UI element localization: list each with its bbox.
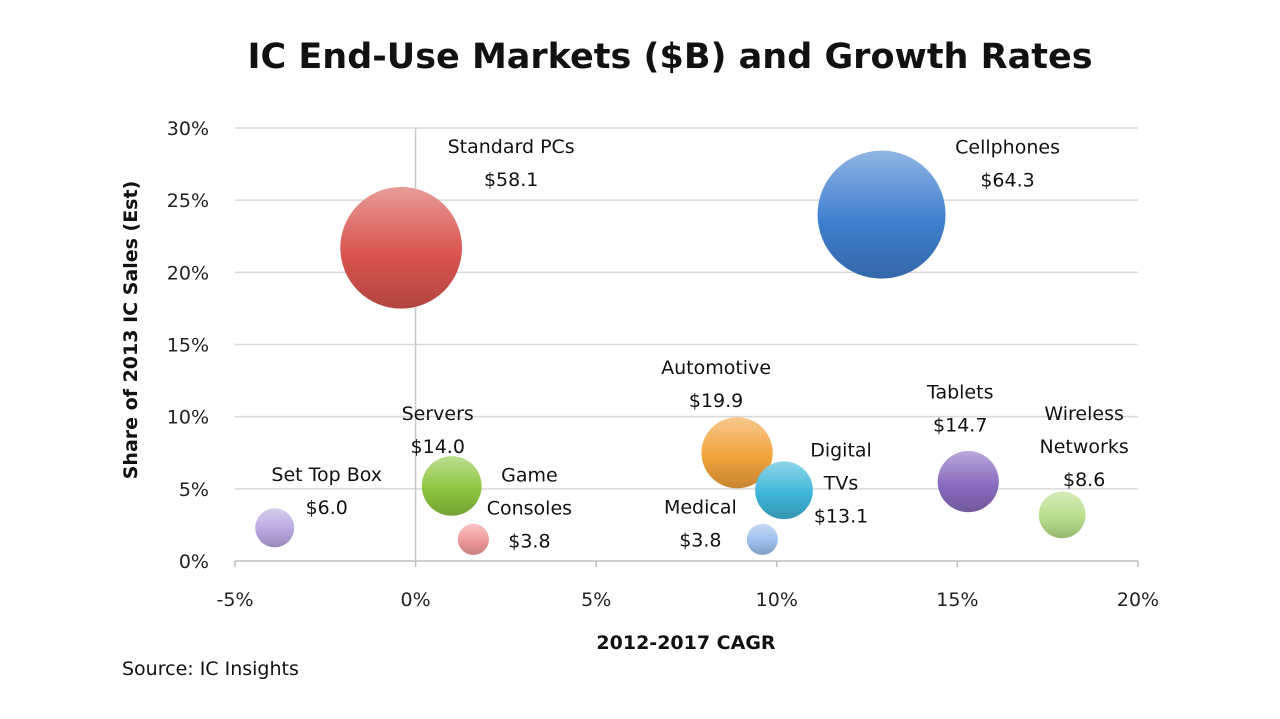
y-tick-label: 30%	[167, 118, 209, 140]
y-tick-label: 10%	[167, 407, 209, 429]
bubble-cellphones	[817, 150, 946, 279]
bubble-servers	[421, 456, 482, 516]
bubble-label: Networks	[1040, 436, 1129, 458]
x-tick-label: 5%	[581, 589, 611, 611]
bubble-wireless-networks	[1038, 491, 1086, 539]
bubble-label: TVs	[823, 472, 859, 494]
bubble-automotive	[701, 417, 773, 489]
y-tick-label: 20%	[167, 262, 209, 284]
bubbles	[255, 150, 1086, 555]
bubble-label: $13.1	[814, 505, 868, 527]
bubble-label: $6.0	[306, 497, 348, 519]
chart-title: IC End-Use Markets ($B) and Growth Rates	[247, 37, 1092, 77]
bubble-set-top-box	[255, 508, 295, 548]
bubble-medical	[746, 523, 778, 555]
bubble-label: $14.7	[933, 415, 987, 437]
x-axis-title: 2012-2017 CAGR	[596, 632, 776, 654]
x-tick-label: -5%	[217, 589, 254, 611]
bubble-label: Digital	[810, 439, 872, 461]
x-tick-label: 15%	[936, 589, 978, 611]
bubble-game-consoles	[457, 523, 489, 555]
y-tick-label: 25%	[167, 190, 209, 212]
x-tick-label: 0%	[401, 589, 431, 611]
bubble-labels: Standard PCs $58.1 Cellphones $64.3 Automoti…	[271, 136, 1128, 553]
x-tick-label: 20%	[1117, 589, 1159, 611]
y-tick-labels: 0% 5% 10% 15% 20% 25% 30%	[167, 118, 209, 573]
bubble-label: Set Top Box	[271, 464, 382, 486]
bubble-standard-pcs	[340, 186, 462, 309]
bubble-label: $8.6	[1063, 469, 1105, 491]
bubble-label: Cellphones	[955, 137, 1060, 159]
x-tick-labels: -5% 0% 5% 10% 15% 20%	[217, 589, 1160, 611]
y-tick-label: 5%	[179, 479, 209, 501]
bubble-label: Consoles	[487, 497, 572, 519]
bubble-label: $3.8	[508, 530, 550, 552]
y-axis-title: Share of 2013 IC Sales (Est)	[120, 181, 142, 480]
bubble-digital-tvs	[755, 461, 813, 520]
bubble-label: $3.8	[679, 529, 721, 551]
bubble-label: Tablets	[926, 382, 993, 404]
bubble-label: Medical	[664, 496, 737, 518]
bubble-label: $64.3	[980, 170, 1034, 192]
bubble-label: $19.9	[689, 390, 743, 412]
bubble-label: $14.0	[411, 436, 465, 458]
bubble-label: Automotive	[661, 357, 771, 379]
source-note: Source: IC Insights	[122, 658, 299, 680]
bubble-label: Game	[501, 464, 558, 486]
y-tick-label: 15%	[167, 335, 209, 357]
bubble-label: Servers	[402, 403, 474, 425]
bubble-label: $58.1	[484, 169, 538, 191]
bubble-label: Standard PCs	[448, 136, 575, 158]
x-tick-label: 10%	[756, 589, 798, 611]
y-tick-label: 0%	[179, 551, 209, 573]
bubble-label: Wireless	[1044, 403, 1124, 425]
bubble-tablets	[937, 451, 999, 513]
